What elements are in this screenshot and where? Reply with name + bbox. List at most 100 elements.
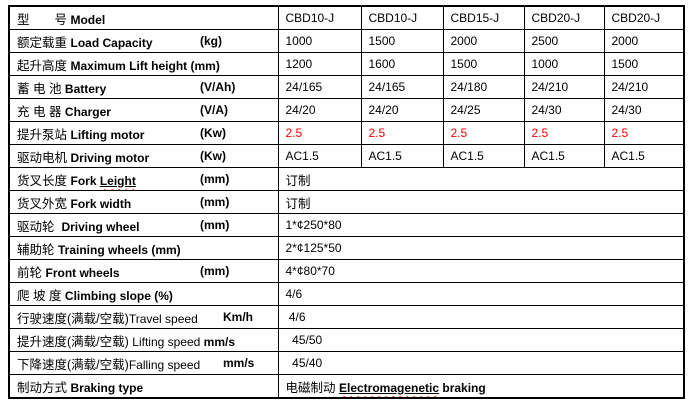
row-label: 爬 坡 度 Climbing slope (%) [8, 282, 279, 306]
value-cell-span: 电磁制动 Electromagenetic braking [277, 374, 685, 399]
value-cell: 2.5 [603, 121, 685, 145]
table-row-travel-speed: 行驶速度(满载/空载)Travel speed Km/h 4/6 [8, 305, 685, 329]
table-row-fork-width: 货叉外宽 Fork width (mm) 订制 [8, 190, 685, 214]
value-cell: CBD20-J [523, 5, 605, 30]
row-label: 额定载重 Load Capacity (kg) [8, 29, 279, 53]
value-cell: 2.5 [442, 121, 525, 145]
value-cell: 2000 [442, 29, 525, 53]
value-cell: 1000 [277, 29, 362, 53]
label-unit: (mm) [200, 172, 230, 186]
table-row-training-wheels: 辅助轮 Training wheels (mm) 2*¢125*50 [8, 236, 685, 260]
value-cell: 24/165 [360, 75, 444, 99]
value-cell: 24/30 [603, 98, 685, 122]
row-label: 充 电 器 Charger (V/A) [8, 98, 279, 122]
table-row-driving-wheel: 驱动轮 Driving wheel (mm) 1*¢250*80 [8, 213, 685, 237]
label-zh: 驱动轮 [17, 219, 62, 234]
row-label: 制动方式 Braking type [8, 374, 279, 399]
label-en: Battery [64, 81, 107, 96]
row-label: 行驶速度(满载/空载)Travel speed Km/h [8, 305, 279, 329]
table-row-driving-motor: 驱动电机 Driving motor (Kw) AC1.5 AC1.5 AC1.5… [8, 144, 685, 168]
value-cell: 24/180 [442, 75, 525, 99]
table-row-charger: 充 电 器 Charger (V/A) 24/20 24/20 24/25 24/… [8, 98, 685, 122]
label-en: Climbing slope (%) [64, 288, 173, 303]
label-en: Load Capacity [70, 35, 153, 50]
value-cell-span: 1*¢250*80 [277, 213, 685, 237]
table-row-fork-length: 货叉长度 Fork Leight (mm) 订制 [8, 167, 685, 191]
label-en: Driving motor [70, 150, 150, 165]
label-zh: 充 电 器 [17, 104, 65, 119]
table-row-lift-height: 起升高度 Maximum Lift height (mm) 1200 1600 … [8, 52, 685, 76]
label-zh: 驱动电机 [17, 150, 71, 165]
label-en: Lifting speed [132, 334, 204, 349]
value-cell-span: 45/40 [277, 351, 685, 375]
label-en: Lifting motor [70, 127, 145, 142]
row-label: 辅助轮 Training wheels (mm) [8, 236, 279, 260]
spec-table: 型 号 Model CBD10-J CBD10-J CBD15-J CBD20-… [8, 5, 685, 399]
value-cell: CBD10-J [277, 5, 362, 30]
label-unit: (kg) [200, 34, 222, 48]
value-cell: CBD10-J [360, 5, 444, 30]
label-unit: (Kw) [200, 126, 226, 140]
label-zh: 制动方式 [17, 380, 71, 395]
label-en: Travel speed [128, 311, 198, 326]
table-row-battery: 蓄 电 池 Battery (V/Ah) 24/165 24/165 24/180… [8, 75, 685, 99]
label-unit: (V/Ah) [200, 80, 236, 94]
row-label: 型 号 Model [8, 5, 279, 30]
value-cell: AC1.5 [360, 144, 444, 168]
label-zh: 额定载重 [17, 35, 71, 50]
value-cell: 24/20 [360, 98, 444, 122]
label-en-misspelled: Leight [99, 173, 136, 188]
label-en: Charger [64, 104, 111, 119]
label-en: Maximum Lift height (mm) [70, 58, 220, 73]
value-cell: 1500 [360, 29, 444, 53]
table-row-climbing-slope: 爬 坡 度 Climbing slope (%) 4/6 [8, 282, 685, 306]
value-cell: 24/20 [277, 98, 362, 122]
label-zh: 货叉外宽 [17, 196, 71, 211]
table-row-lifting-motor: 提升泵站 Lifting motor (Kw) 2.5 2.5 2.5 2.5 2… [8, 121, 685, 145]
value-cell: 24/165 [277, 75, 362, 99]
row-label: 驱动电机 Driving motor (Kw) [8, 144, 279, 168]
row-label: 提升速度(满载/空载) Lifting speed mm/s [8, 328, 279, 352]
value-cell: AC1.5 [277, 144, 362, 168]
row-label: 提升泵站 Lifting motor (Kw) [8, 121, 279, 145]
value-cell: AC1.5 [523, 144, 605, 168]
value-cell: 1500 [442, 52, 525, 76]
value-cell: CBD15-J [442, 5, 525, 30]
label-zh: 提升速度(满载/空载) [17, 334, 133, 349]
value-cell-span: 2*¢125*50 [277, 236, 685, 260]
row-label: 前轮 Front wheels (mm) [8, 259, 279, 283]
value-cell: CBD20-J [603, 5, 685, 30]
label-unit: (mm) [200, 264, 230, 278]
label-unit: mm/s [223, 356, 255, 370]
value-cell: 2500 [523, 29, 605, 53]
value-cell: AC1.5 [603, 144, 685, 168]
label-unit: mm/s [203, 334, 236, 349]
table-row-falling-speed: 下降速度(满载/空载)Falling speed mm/s 45/40 [8, 351, 685, 375]
label-en: Fork [70, 173, 100, 188]
label-zh: 蓄 电 池 [17, 81, 65, 96]
value-cell: 1500 [603, 52, 685, 76]
label-en: Braking type [70, 380, 144, 395]
label-zh: 货叉长度 [17, 173, 71, 188]
table-row-load-capacity: 额定载重 Load Capacity (kg) 1000 1500 2000 25… [8, 29, 685, 53]
label-unit: (V/A) [200, 103, 228, 117]
value-cell: 2000 [603, 29, 685, 53]
label-zh: 型 号 [17, 12, 71, 27]
value-cell: 1000 [523, 52, 605, 76]
label-zh: 辅助轮 [17, 242, 58, 257]
row-label: 起升高度 Maximum Lift height (mm) [8, 52, 279, 76]
value-cell-span: 订制 [277, 190, 685, 214]
value-cell: 2.5 [277, 121, 362, 145]
value-cell: 24/25 [442, 98, 525, 122]
value-cell: 2.5 [523, 121, 605, 145]
value-cell-span: 4/6 [277, 282, 685, 306]
label-unit: (Kw) [200, 149, 226, 163]
label-en: Fork width [70, 196, 132, 211]
label-en: Model [70, 12, 106, 27]
value-cell-span: 4/6 [277, 305, 685, 329]
row-label: 蓄 电 池 Battery (V/Ah) [8, 75, 279, 99]
row-label: 货叉外宽 Fork width (mm) [8, 190, 279, 214]
value-cell: 1200 [277, 52, 362, 76]
value-cell: 24/210 [603, 75, 685, 99]
